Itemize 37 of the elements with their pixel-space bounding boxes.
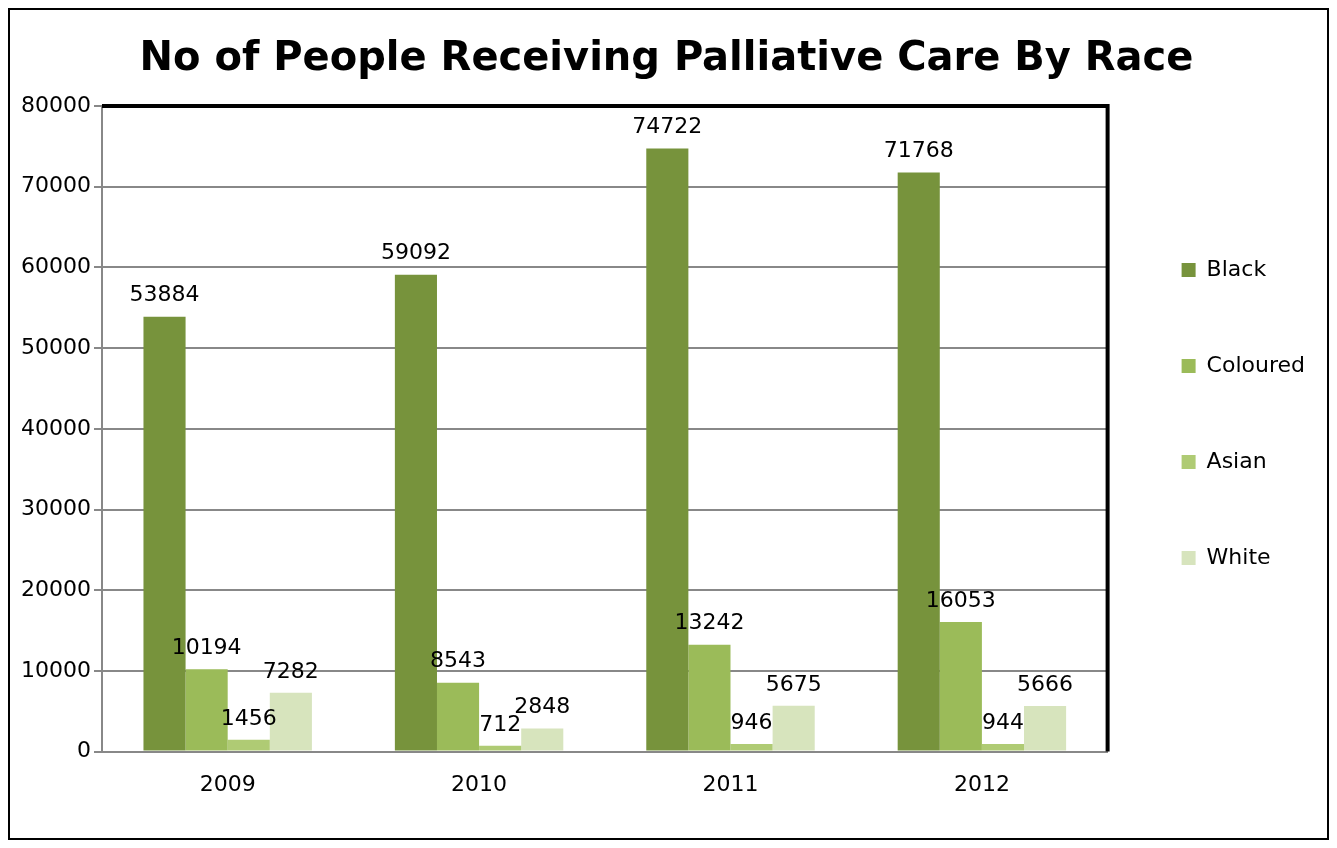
legend-label: White bbox=[1206, 543, 1271, 569]
data-label: 71768 bbox=[883, 137, 954, 163]
x-tick-label: 2009 bbox=[199, 770, 256, 796]
y-tick-label: 50000 bbox=[20, 333, 91, 359]
bar bbox=[436, 682, 480, 751]
y-tick-label: 10000 bbox=[20, 656, 91, 682]
y-tick-label: 30000 bbox=[20, 495, 91, 521]
x-tick-label: 2012 bbox=[953, 770, 1010, 796]
data-label: 5675 bbox=[765, 670, 822, 696]
data-label: 74722 bbox=[632, 113, 703, 139]
data-label: 946 bbox=[730, 708, 773, 734]
bar bbox=[772, 705, 815, 751]
data-label: 53884 bbox=[129, 281, 200, 307]
y-tick-label: 80000 bbox=[20, 91, 91, 117]
bar bbox=[479, 745, 522, 751]
legend-label: Asian bbox=[1206, 447, 1267, 473]
y-tick-label: 0 bbox=[76, 737, 91, 763]
data-label: 944 bbox=[981, 708, 1024, 734]
legend-label: Black bbox=[1206, 255, 1267, 281]
bar bbox=[521, 728, 564, 751]
bar bbox=[730, 743, 773, 751]
data-label: 5666 bbox=[1017, 670, 1074, 696]
x-tick-label: 2011 bbox=[702, 770, 759, 796]
y-tick-label: 20000 bbox=[20, 575, 91, 601]
data-label: 59092 bbox=[380, 239, 451, 265]
chart-title: No of People Receiving Palliative Care By Race bbox=[139, 33, 1194, 80]
bar bbox=[939, 622, 982, 751]
y-tick-label: 40000 bbox=[20, 414, 91, 440]
bar bbox=[227, 739, 270, 751]
x-tick-label: 2010 bbox=[451, 770, 508, 796]
legend-label: Coloured bbox=[1206, 351, 1306, 377]
bar bbox=[981, 743, 1025, 751]
data-label: 7282 bbox=[262, 657, 319, 683]
bar bbox=[688, 644, 731, 751]
bar bbox=[1024, 705, 1067, 751]
y-tick-label: 60000 bbox=[20, 253, 91, 279]
y-tick-label: 70000 bbox=[20, 172, 91, 198]
